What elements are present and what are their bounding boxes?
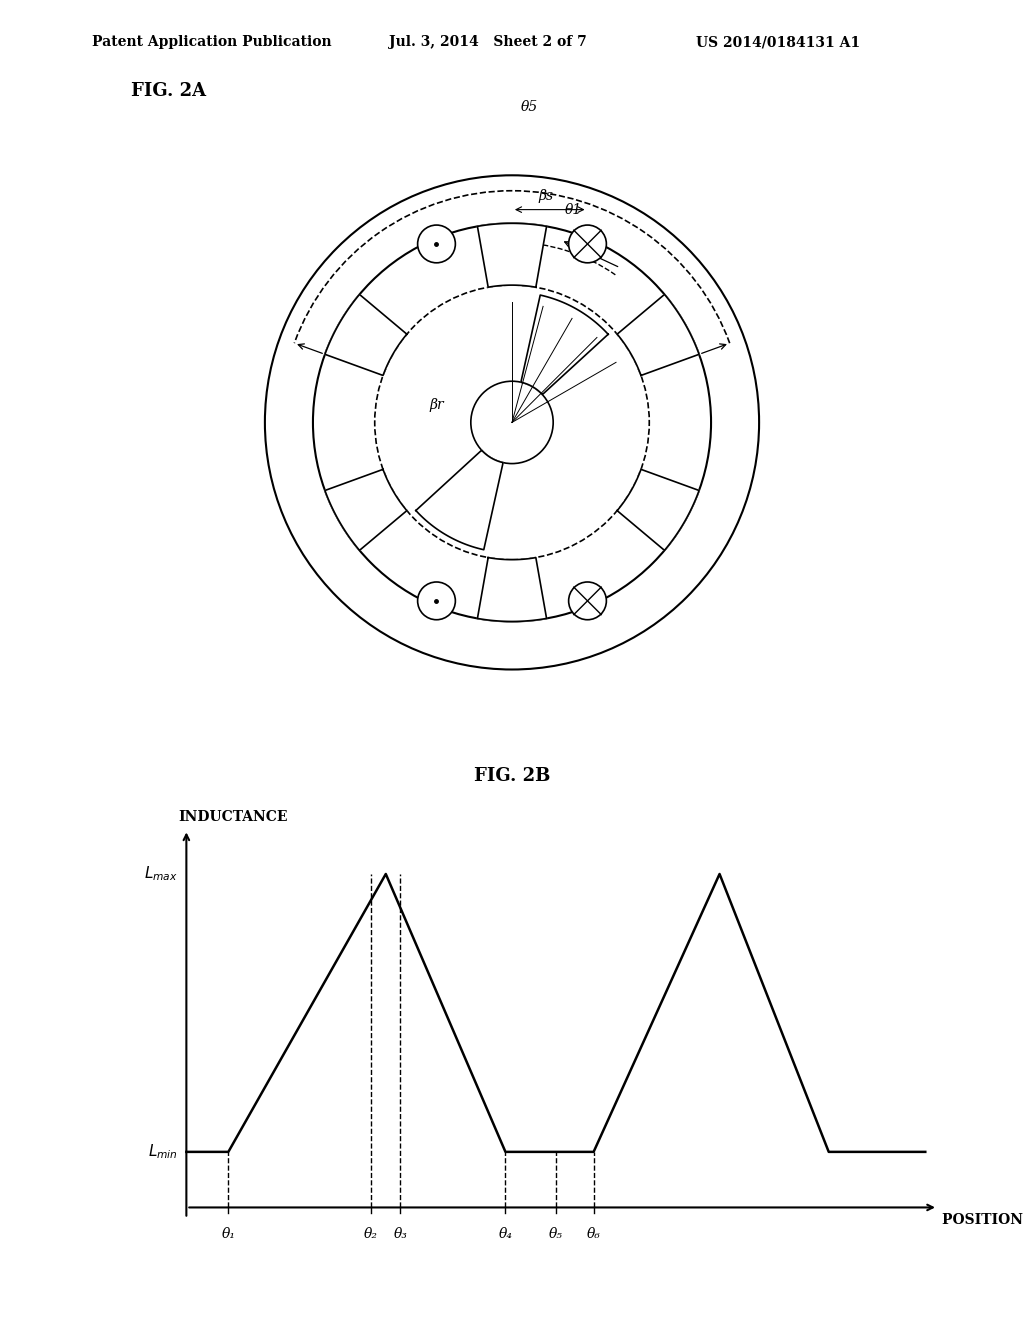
Polygon shape <box>617 470 699 550</box>
Text: INDUCTANCE: INDUCTANCE <box>178 810 288 824</box>
Text: Jul. 3, 2014   Sheet 2 of 7: Jul. 3, 2014 Sheet 2 of 7 <box>389 36 587 49</box>
Polygon shape <box>477 557 547 622</box>
Text: POSITION OF ROTOR: POSITION OF ROTOR <box>942 1213 1024 1228</box>
Text: θ1: θ1 <box>565 202 583 216</box>
Text: βs: βs <box>539 189 554 203</box>
Text: θ₂: θ₂ <box>365 1228 378 1242</box>
Text: FIG. 2B: FIG. 2B <box>474 767 550 785</box>
Circle shape <box>418 582 456 620</box>
Text: $L_{min}$: $L_{min}$ <box>148 1143 178 1162</box>
Polygon shape <box>325 294 407 375</box>
Circle shape <box>568 226 606 263</box>
Text: θ₄: θ₄ <box>499 1228 512 1242</box>
Polygon shape <box>477 223 547 288</box>
Polygon shape <box>521 296 608 395</box>
Polygon shape <box>416 450 503 549</box>
Polygon shape <box>325 470 407 550</box>
Text: $L_{max}$: $L_{max}$ <box>144 865 178 883</box>
Text: θ₁: θ₁ <box>221 1228 236 1242</box>
Text: US 2014/0184131 A1: US 2014/0184131 A1 <box>696 36 860 49</box>
Text: βr: βr <box>429 399 443 412</box>
Circle shape <box>568 582 606 620</box>
Text: θ₅: θ₅ <box>549 1228 563 1242</box>
Text: FIG. 2A: FIG. 2A <box>131 82 207 100</box>
Circle shape <box>418 226 456 263</box>
Text: Patent Application Publication: Patent Application Publication <box>92 36 332 49</box>
Text: θ₃: θ₃ <box>393 1228 408 1242</box>
Polygon shape <box>617 294 699 375</box>
Text: θ5: θ5 <box>520 99 538 114</box>
Text: θ₆: θ₆ <box>587 1228 601 1242</box>
